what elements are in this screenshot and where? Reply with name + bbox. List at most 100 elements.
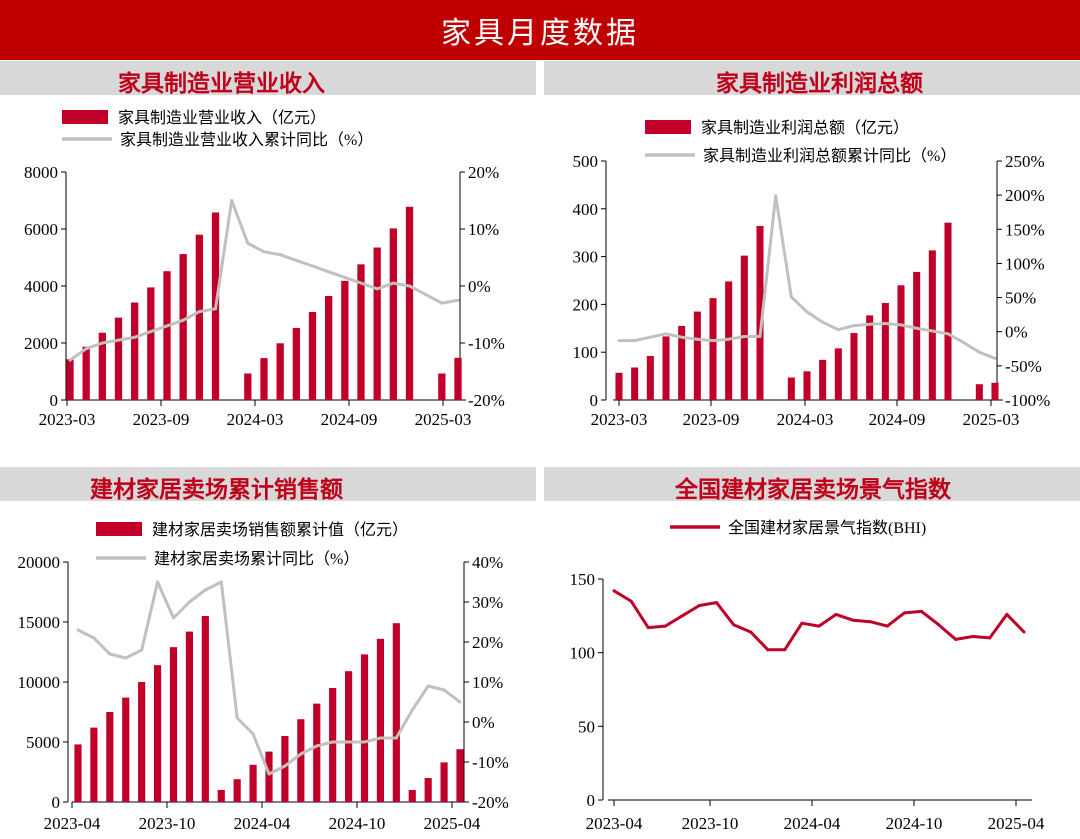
page-title: 家具月度数据	[441, 16, 639, 51]
c1-right-tick-label: 20%	[468, 163, 499, 182]
c1-line-point	[133, 335, 137, 339]
c1-legend-label: 家具制造业营业收入（亿元）	[118, 109, 326, 127]
c1-line-point	[68, 358, 72, 362]
c1-line-point	[117, 338, 120, 342]
c3-line-point	[331, 740, 335, 744]
c1-bar	[292, 327, 300, 400]
c4-legend-label: 全国建材家居景气指数(BHI)	[728, 519, 926, 537]
c1-line-point	[165, 324, 169, 328]
c1-bar	[179, 254, 187, 400]
c1-bar	[325, 295, 333, 400]
c3-line-point	[378, 736, 382, 740]
c1-bar	[98, 332, 106, 400]
c3-bar	[265, 751, 273, 802]
c4-series-line	[613, 589, 1026, 652]
c3-right-tick-label: 10%	[472, 673, 503, 692]
c2-line-point	[711, 339, 715, 343]
c2-right-tick-label: 250%	[1005, 152, 1045, 171]
c2-legend-swatch-bar	[645, 120, 691, 134]
c3-bar	[297, 719, 305, 802]
c4-line-point	[937, 623, 941, 627]
c4-line-point	[680, 614, 684, 618]
c2-line-point	[821, 320, 825, 324]
c2-series-line	[619, 194, 996, 360]
c1-line-point	[343, 275, 347, 279]
c3-bar	[106, 712, 114, 802]
c4-line-point	[800, 621, 804, 625]
c1-bar	[260, 358, 268, 400]
c1-x-tick-label: 2025-03	[415, 410, 472, 429]
c2-right-tick-label: 100%	[1005, 254, 1045, 273]
c4-line-point	[766, 648, 770, 652]
c1-bar	[244, 373, 252, 400]
chart4-header	[544, 467, 1080, 501]
c3-line-point	[140, 648, 144, 652]
c4-x-tick-label: 2023-10	[682, 814, 739, 833]
c3-bar	[74, 744, 82, 802]
c2-bar	[631, 367, 639, 400]
c2-left-tick-label: 0	[590, 391, 599, 410]
chart2-title: 家具制造业利润总额	[716, 70, 923, 97]
c1-line-point	[246, 241, 250, 245]
c3-line-point	[458, 700, 462, 704]
c3-line-point	[251, 732, 255, 736]
c2-right-tick-label: -100%	[1005, 391, 1050, 410]
c3-bar	[217, 790, 225, 802]
c3-line-point	[267, 772, 271, 776]
c4-line-point	[646, 626, 650, 630]
c2-left-tick-label: 500	[573, 152, 599, 171]
c1-bar	[195, 234, 203, 400]
c3-bar	[201, 616, 209, 802]
c2-bar	[975, 384, 983, 400]
c2-bar	[944, 222, 952, 400]
c1-line-point	[440, 301, 444, 305]
c1-bar	[357, 264, 365, 400]
c2-line-point	[852, 324, 856, 328]
c1-x-tick-label: 2023-09	[133, 410, 190, 429]
c2-line-point	[805, 310, 809, 314]
c3-right-tick-label: 40%	[472, 553, 503, 572]
c4-line-point	[612, 589, 616, 593]
c1-left-tick-label: 8000	[24, 163, 58, 182]
c1-line-point	[327, 270, 331, 274]
c1-left-tick-label: 4000	[24, 277, 58, 296]
c2-bar	[709, 298, 717, 400]
c2-line-point	[742, 334, 746, 338]
c2-bar	[787, 377, 795, 400]
c3-line-point	[442, 688, 446, 692]
c3-line-point	[410, 708, 414, 712]
c4-x-tick-label: 2024-04	[784, 814, 841, 833]
c3-line-point	[394, 736, 398, 740]
c2-bar	[662, 336, 670, 400]
c2-line-point	[789, 295, 793, 299]
c2-line-point	[868, 322, 872, 326]
c2-left-tick-label: 400	[573, 200, 599, 219]
c2-line-point	[727, 337, 731, 341]
c1-bar	[131, 302, 139, 400]
c3-line-point	[172, 616, 175, 620]
c3-right-tick-label: 30%	[472, 593, 503, 612]
c4-line-point	[920, 609, 923, 613]
c1-line-point	[359, 281, 363, 285]
c1-legend-label: 家具制造业营业收入累计同比（%）	[120, 131, 373, 149]
c1-bar	[276, 343, 284, 400]
chart1-title: 家具制造业营业收入	[118, 70, 325, 97]
c4-left-tick-label: 50	[578, 717, 595, 736]
c2-bar	[928, 250, 936, 400]
c4-line-point	[715, 601, 718, 605]
c1-line-point	[230, 199, 234, 202]
c1-left-tick-label: 6000	[24, 220, 58, 239]
c4-x-tick-label: 2025-04	[988, 814, 1045, 833]
c2-bar	[819, 359, 827, 400]
c3-bar	[249, 764, 257, 802]
c4-x-tick-label: 2024-10	[886, 814, 943, 833]
c3-series-line	[77, 580, 461, 776]
c2-line-point	[633, 339, 637, 343]
c2-line-point	[977, 350, 981, 354]
c4-line-point	[697, 604, 701, 608]
c1-bar	[147, 287, 155, 400]
chart2-header	[544, 61, 1080, 95]
c3-line-point	[299, 752, 303, 756]
c2-right-tick-label: 150%	[1005, 220, 1045, 239]
